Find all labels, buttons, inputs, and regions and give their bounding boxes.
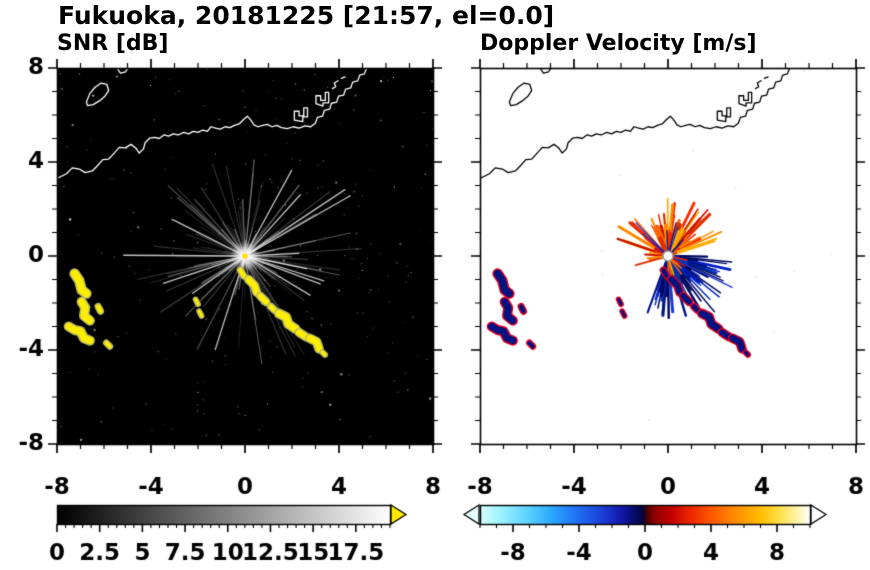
figure-title: Fukuoka, 20181225 [21:57, el=0.0] <box>58 1 555 30</box>
snr-panel-title: SNR [dB] <box>57 31 169 56</box>
velocity-panel-title: Doppler Velocity [m/s] <box>480 31 757 56</box>
